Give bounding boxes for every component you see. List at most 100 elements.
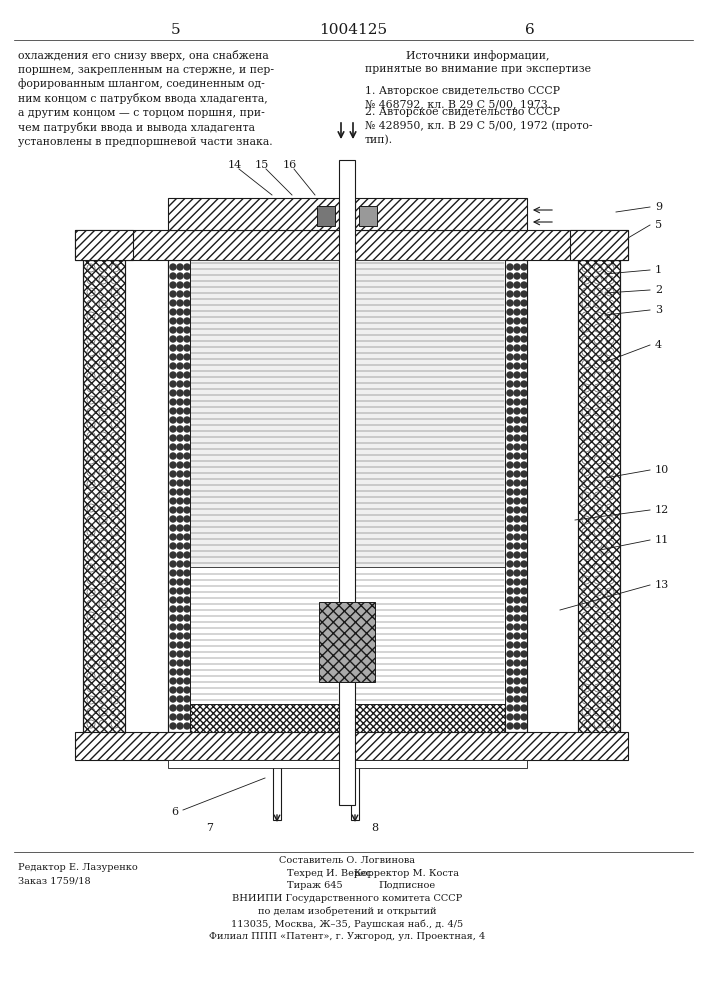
Circle shape xyxy=(521,318,527,324)
Circle shape xyxy=(184,426,190,432)
Circle shape xyxy=(170,714,176,720)
Circle shape xyxy=(177,597,183,603)
Circle shape xyxy=(507,318,513,324)
Text: Подписное: Подписное xyxy=(378,881,436,890)
Circle shape xyxy=(170,309,176,315)
Circle shape xyxy=(184,498,190,504)
Circle shape xyxy=(170,534,176,540)
Circle shape xyxy=(184,399,190,405)
Bar xyxy=(570,230,628,260)
Circle shape xyxy=(177,462,183,468)
Circle shape xyxy=(177,723,183,729)
Circle shape xyxy=(177,543,183,549)
Circle shape xyxy=(514,525,520,531)
Circle shape xyxy=(514,489,520,495)
Circle shape xyxy=(177,363,183,369)
Bar xyxy=(578,260,620,732)
Text: Корректор М. Коста: Корректор М. Коста xyxy=(354,869,460,878)
Circle shape xyxy=(521,552,527,558)
Circle shape xyxy=(521,597,527,603)
Circle shape xyxy=(507,507,513,513)
Circle shape xyxy=(514,282,520,288)
Circle shape xyxy=(170,273,176,279)
Circle shape xyxy=(514,687,520,693)
Circle shape xyxy=(507,399,513,405)
Circle shape xyxy=(177,408,183,414)
Circle shape xyxy=(514,507,520,513)
Circle shape xyxy=(170,390,176,396)
Circle shape xyxy=(177,309,183,315)
Circle shape xyxy=(521,471,527,477)
Circle shape xyxy=(521,381,527,387)
Circle shape xyxy=(521,480,527,486)
Circle shape xyxy=(507,354,513,360)
Bar xyxy=(359,206,377,226)
Circle shape xyxy=(514,579,520,585)
Circle shape xyxy=(507,444,513,450)
Circle shape xyxy=(184,597,190,603)
Circle shape xyxy=(184,651,190,657)
Circle shape xyxy=(170,498,176,504)
Circle shape xyxy=(521,696,527,702)
Circle shape xyxy=(507,633,513,639)
Circle shape xyxy=(170,561,176,567)
Circle shape xyxy=(521,498,527,504)
Circle shape xyxy=(521,543,527,549)
Circle shape xyxy=(514,714,520,720)
Circle shape xyxy=(521,516,527,522)
Circle shape xyxy=(184,453,190,459)
Circle shape xyxy=(170,696,176,702)
Circle shape xyxy=(177,525,183,531)
Circle shape xyxy=(521,534,527,540)
Circle shape xyxy=(177,489,183,495)
Circle shape xyxy=(184,669,190,675)
Circle shape xyxy=(177,687,183,693)
Text: Составитель О. Логвинова: Составитель О. Логвинова xyxy=(279,856,415,865)
Circle shape xyxy=(507,678,513,684)
Circle shape xyxy=(521,327,527,333)
Circle shape xyxy=(184,516,190,522)
Circle shape xyxy=(507,282,513,288)
Circle shape xyxy=(521,588,527,594)
Circle shape xyxy=(507,696,513,702)
Circle shape xyxy=(184,714,190,720)
Circle shape xyxy=(521,705,527,711)
Circle shape xyxy=(170,552,176,558)
Circle shape xyxy=(184,363,190,369)
Circle shape xyxy=(177,660,183,666)
Bar xyxy=(355,260,505,567)
Text: 5: 5 xyxy=(655,220,662,230)
Circle shape xyxy=(177,678,183,684)
Circle shape xyxy=(184,543,190,549)
Circle shape xyxy=(507,642,513,648)
Circle shape xyxy=(507,516,513,522)
Circle shape xyxy=(184,570,190,576)
Circle shape xyxy=(184,696,190,702)
Circle shape xyxy=(514,534,520,540)
Bar xyxy=(75,230,628,260)
Text: 1. Авторское свидетельство СССР
№ 468792, кл. В 29 С 5/00, 1973.: 1. Авторское свидетельство СССР № 468792… xyxy=(365,86,560,110)
Circle shape xyxy=(184,327,190,333)
Circle shape xyxy=(177,534,183,540)
Text: 15: 15 xyxy=(255,160,269,170)
Circle shape xyxy=(184,534,190,540)
Circle shape xyxy=(514,291,520,297)
Circle shape xyxy=(507,624,513,630)
Circle shape xyxy=(514,471,520,477)
Circle shape xyxy=(514,696,520,702)
Circle shape xyxy=(177,318,183,324)
Circle shape xyxy=(521,651,527,657)
Circle shape xyxy=(177,354,183,360)
Circle shape xyxy=(184,489,190,495)
Circle shape xyxy=(521,336,527,342)
Circle shape xyxy=(184,381,190,387)
Circle shape xyxy=(521,633,527,639)
Circle shape xyxy=(170,525,176,531)
Circle shape xyxy=(507,570,513,576)
Circle shape xyxy=(521,309,527,315)
Circle shape xyxy=(170,597,176,603)
Circle shape xyxy=(514,516,520,522)
Circle shape xyxy=(170,633,176,639)
Text: 2. Авторское свидетельство СССР
№ 428950, кл. В 29 С 5/00, 1972 (прото-
тип).: 2. Авторское свидетельство СССР № 428950… xyxy=(365,107,592,145)
Circle shape xyxy=(514,336,520,342)
